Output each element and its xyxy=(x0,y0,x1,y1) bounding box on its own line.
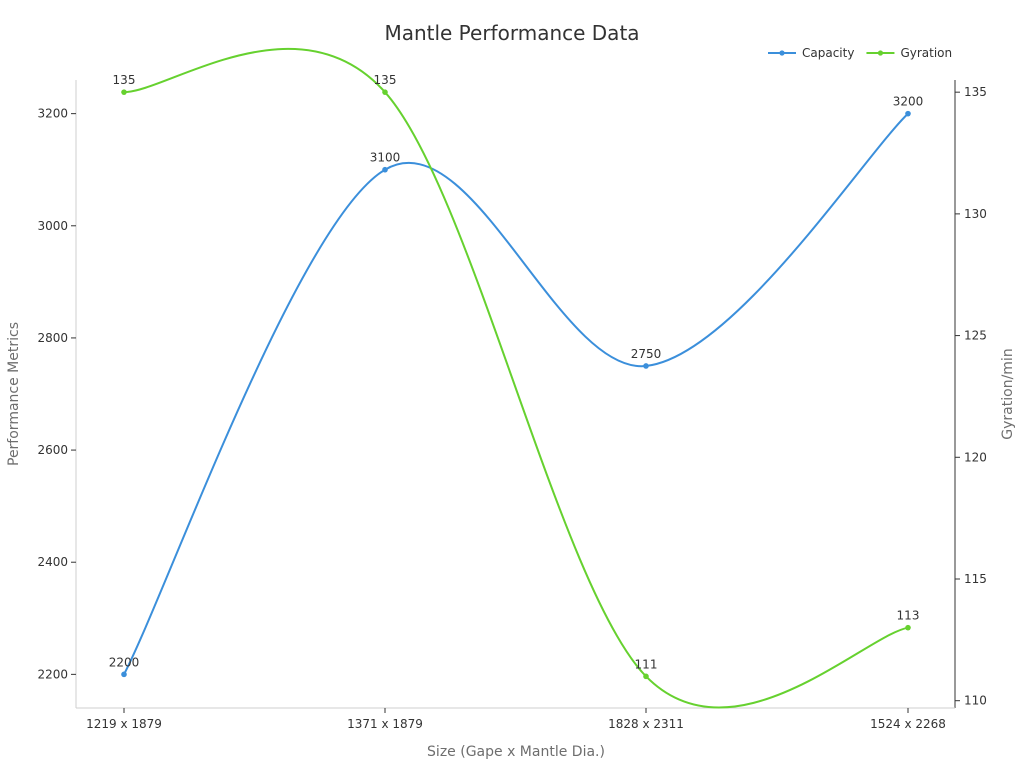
y2-tick-label: 125 xyxy=(964,329,987,343)
data-label-gyration: 135 xyxy=(113,73,136,87)
legend-marker-capacity xyxy=(779,50,785,56)
series-gyration xyxy=(121,47,911,709)
legend-marker-gyration xyxy=(877,50,884,56)
legend-item-capacity[interactable]: Capacity xyxy=(768,46,854,60)
y-axis-title: Performance Metrics xyxy=(6,322,22,466)
series-line-gyration xyxy=(123,47,909,709)
y2-tick-label: 110 xyxy=(964,694,987,708)
data-label-capacity: 2750 xyxy=(631,347,662,361)
data-point-capacity[interactable] xyxy=(121,671,127,678)
legend-item-gyration[interactable]: Gyration xyxy=(866,46,952,60)
x-axis-title: Size (Gape x Mantle Dia.) xyxy=(427,744,605,760)
data-point-capacity[interactable] xyxy=(905,110,911,117)
data-label-capacity: 2200 xyxy=(109,655,140,669)
legend-label-gyration: Gyration xyxy=(900,46,952,60)
y2-tick-label: 130 xyxy=(964,207,987,221)
data-point-gyration[interactable] xyxy=(382,89,388,95)
y2-tick-label: 120 xyxy=(964,450,987,464)
x-tick-label: 1524 x 2268 xyxy=(870,717,946,731)
data-point-capacity[interactable] xyxy=(643,363,649,369)
data-point-capacity[interactable] xyxy=(382,166,388,173)
data-label-capacity: 3200 xyxy=(893,95,924,109)
legend-label-capacity: Capacity xyxy=(802,46,854,60)
data-label-gyration: 135 xyxy=(374,73,397,87)
data-point-gyration[interactable] xyxy=(643,673,649,680)
y2-tick-label: 135 xyxy=(964,85,987,99)
y-tick-label: 2400 xyxy=(37,555,68,569)
data-point-gyration[interactable] xyxy=(121,89,127,95)
series-layer xyxy=(121,47,911,709)
series-line-capacity xyxy=(123,112,909,675)
axes: 2200 2400 2600 2800 3000 3200 110 115 120 125 130 1… xyxy=(37,80,987,731)
y2-tick-label: 115 xyxy=(964,572,987,586)
y-tick-label: 2600 xyxy=(37,443,68,457)
y-tick-label: 2800 xyxy=(37,331,68,345)
y-tick-label: 2200 xyxy=(37,667,68,681)
data-label-gyration: 111 xyxy=(635,657,658,671)
chart-title: Mantle Performance Data xyxy=(384,21,639,45)
y-tick-label: 3200 xyxy=(37,107,68,121)
y-tick-label: 3000 xyxy=(37,219,68,233)
series-capacity xyxy=(121,110,911,678)
data-label-gyration: 113 xyxy=(897,609,920,623)
x-tick-label: 1219 x 1879 xyxy=(86,717,162,731)
x-tick-label: 1371 x 1879 xyxy=(347,717,423,731)
data-point-gyration[interactable] xyxy=(905,624,911,631)
data-labels: 2200 3100 2750 3200 135 135 111 113 xyxy=(109,73,924,671)
data-label-capacity: 3100 xyxy=(370,151,401,165)
legend: Capacity Gyration xyxy=(768,46,952,60)
y2-axis-title: Gyration/min xyxy=(1000,348,1016,439)
x-tick-label: 1828 x 2311 xyxy=(608,717,684,731)
